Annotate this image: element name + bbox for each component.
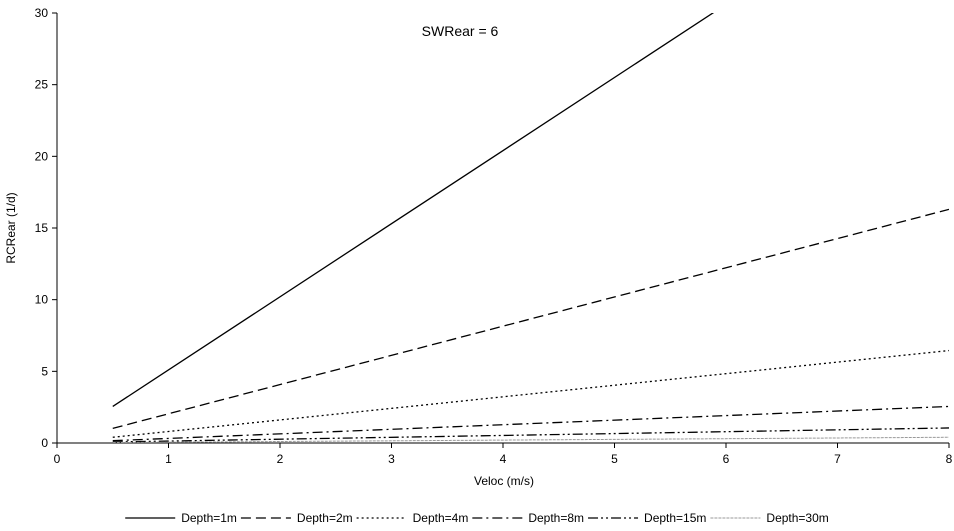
- y-tick-label: 10: [35, 293, 49, 307]
- legend-label: Depth=4m: [413, 511, 469, 525]
- x-tick-label: 7: [834, 452, 841, 466]
- x-tick-label: 8: [946, 452, 953, 466]
- y-tick-label: 15: [35, 221, 49, 235]
- axes: 0 1 2 3 4 5 6 7 8 0 5 10 15 20 25 30: [35, 6, 953, 466]
- legend-label: Depth=30m: [766, 511, 828, 525]
- y-tick-label: 30: [35, 6, 49, 20]
- series-line-depth-2m: [112, 208, 949, 430]
- series-layer: [112, 13, 949, 443]
- legend-label: Depth=2m: [297, 511, 353, 525]
- legend-label: Depth=8m: [528, 511, 584, 525]
- annotation-swrear: SWRear = 6: [422, 23, 499, 39]
- y-tick-label: 0: [41, 436, 48, 450]
- y-tick-label: 25: [35, 78, 49, 92]
- x-tick-label: 5: [611, 452, 618, 466]
- series-line-depth-4m: [112, 349, 949, 438]
- x-tick-label: 3: [388, 452, 395, 466]
- legend: Depth=1m Depth=2m Depth=4m Depth=8m Depth=15…: [125, 511, 829, 525]
- x-tick-label: 4: [500, 452, 507, 466]
- x-tick-label: 6: [723, 452, 730, 466]
- series-line-depth-30m: [112, 436, 949, 443]
- series-line-depth-15m: [112, 427, 949, 443]
- series-line-depth-1m: [112, 13, 715, 407]
- legend-label: Depth=1m: [181, 511, 237, 525]
- x-axis-title: Veloc (m/s): [474, 474, 534, 488]
- y-tick-label: 5: [41, 364, 48, 378]
- x-tick-label: 1: [165, 452, 172, 466]
- y-axis-title: RCRear (1/d): [4, 192, 18, 263]
- x-tick-label: 2: [277, 452, 284, 466]
- legend-label: Depth=15m: [644, 511, 706, 525]
- y-tick-label: 20: [35, 149, 49, 163]
- x-tick-label: 0: [54, 452, 61, 466]
